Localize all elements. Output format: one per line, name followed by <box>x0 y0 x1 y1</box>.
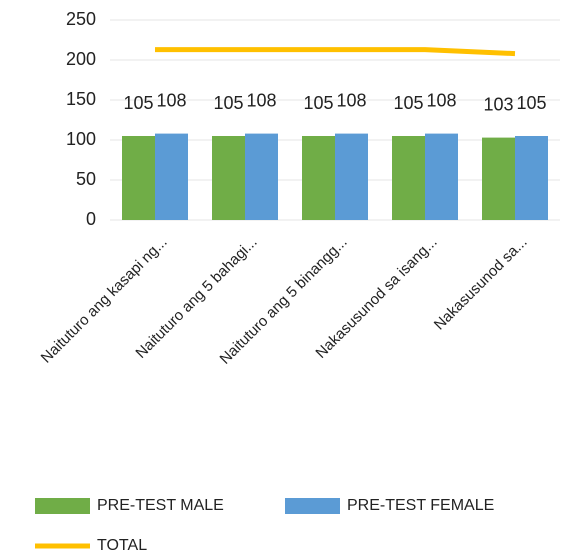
y-tick-label: 50 <box>76 169 96 189</box>
data-label: 108 <box>426 90 456 110</box>
bar <box>425 133 458 220</box>
legend-swatch <box>285 498 340 514</box>
data-label: 105 <box>393 93 423 113</box>
data-label: 108 <box>156 90 186 110</box>
bar <box>155 133 188 220</box>
data-label: 105 <box>123 93 153 113</box>
legend-label: TOTAL <box>97 537 147 554</box>
x-tick-label: Nakasusunod sa... <box>431 234 531 334</box>
bar <box>302 136 335 220</box>
bar <box>515 136 548 220</box>
y-tick-label: 150 <box>66 89 96 109</box>
y-tick-label: 0 <box>86 209 96 229</box>
y-tick-label: 200 <box>66 49 96 69</box>
data-label: 103 <box>483 94 513 114</box>
data-label: 105 <box>303 93 333 113</box>
bar <box>482 137 515 220</box>
data-label: 108 <box>336 90 366 110</box>
legend-swatch <box>35 498 90 514</box>
line <box>155 47 516 57</box>
bar <box>335 133 368 220</box>
data-label: 108 <box>246 90 276 110</box>
legend-label: PRE-TEST FEMALE <box>347 497 494 514</box>
bar <box>122 136 155 220</box>
bar <box>212 136 245 220</box>
y-tick-label: 100 <box>66 129 96 149</box>
data-label: 105 <box>516 93 546 113</box>
data-label: 105 <box>213 93 243 113</box>
bar <box>392 136 425 220</box>
y-tick-label: 250 <box>66 9 96 29</box>
legend-label: PRE-TEST MALE <box>97 497 224 514</box>
bar <box>245 133 278 220</box>
